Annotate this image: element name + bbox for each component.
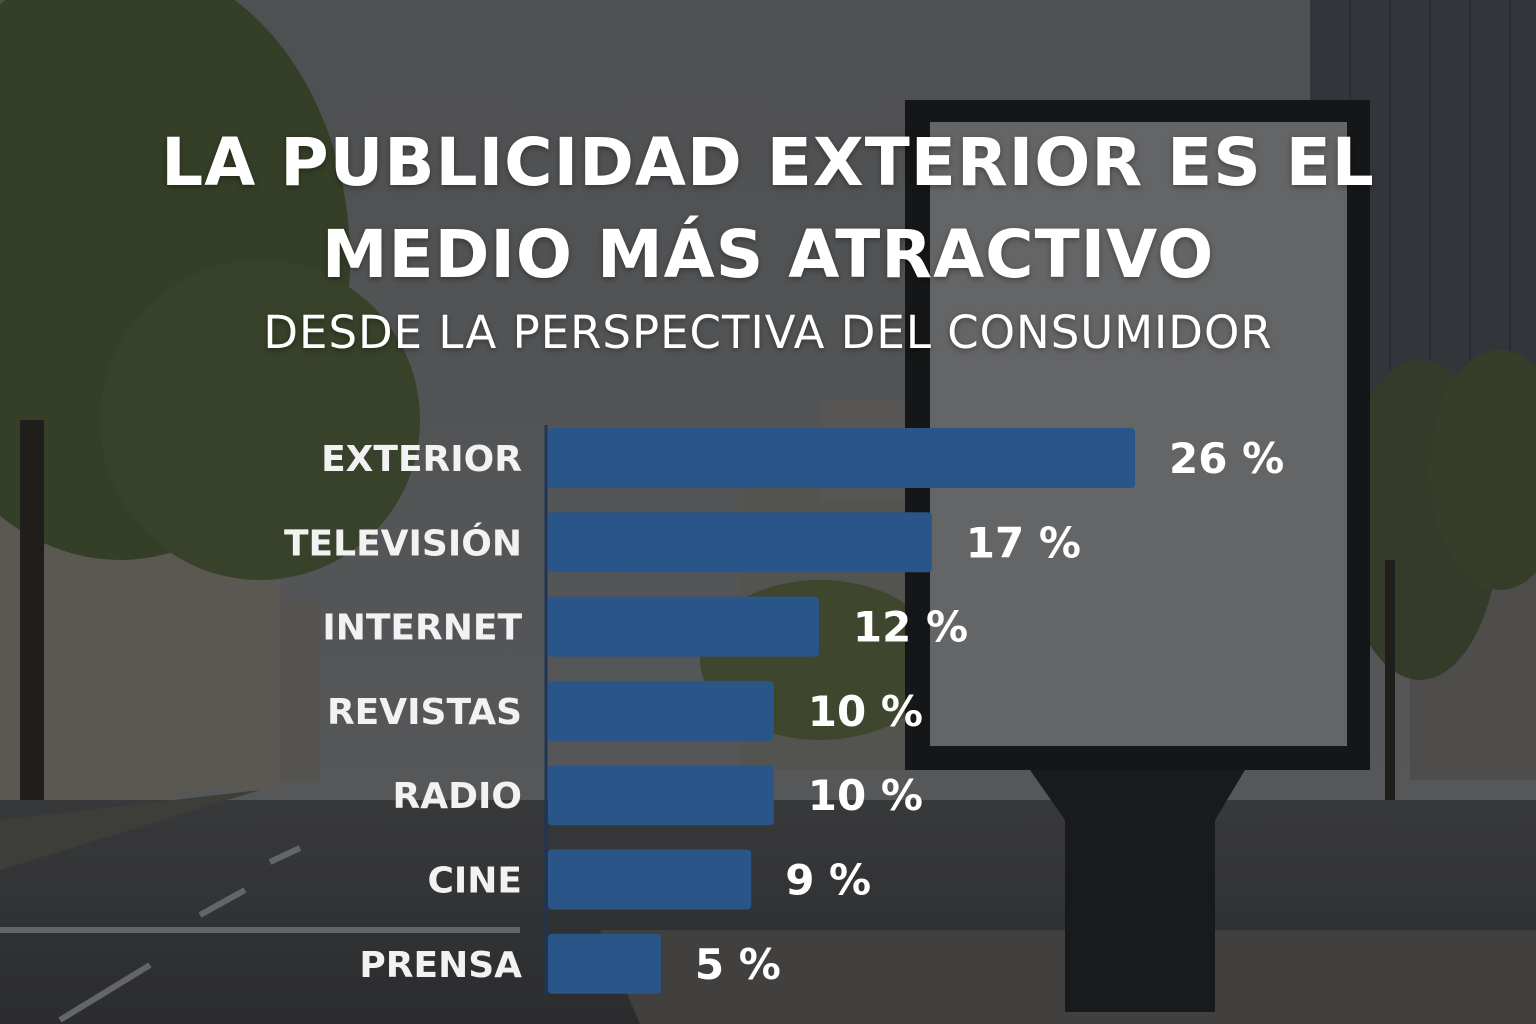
chart-title-line-1: LA PUBLICIDAD EXTERIOR ES EL bbox=[161, 124, 1375, 201]
value-label: 10 % bbox=[808, 687, 923, 736]
bar bbox=[548, 849, 752, 910]
category-label: TELEVISIÓN bbox=[284, 522, 522, 564]
category-label: EXTERIOR bbox=[321, 439, 522, 480]
chart-subtitle: DESDE LA PERSPECTIVA DEL CONSUMIDOR bbox=[263, 306, 1273, 359]
category-label: INTERNET bbox=[322, 608, 522, 649]
bar bbox=[548, 512, 932, 573]
value-label: 17 % bbox=[966, 518, 1081, 567]
value-label: 9 % bbox=[785, 856, 871, 905]
category-label: REVISTAS bbox=[327, 692, 522, 733]
bar bbox=[548, 680, 774, 741]
value-label: 5 % bbox=[695, 940, 781, 989]
value-label: 26 % bbox=[1169, 434, 1284, 483]
bar bbox=[548, 428, 1135, 488]
trees bbox=[0, 0, 1536, 740]
chart-title-line-2: MEDIO MÁS ATRACTIVO bbox=[321, 216, 1215, 293]
category-label: RADIO bbox=[393, 776, 522, 817]
value-label: 10 % bbox=[808, 771, 923, 820]
bar bbox=[548, 765, 774, 826]
category-label: CINE bbox=[427, 861, 522, 902]
bars-group: EXTERIOR 26 % TELEVISIÓN 17 % INTERNET 12 % RE… bbox=[284, 428, 1284, 994]
bar bbox=[548, 933, 661, 994]
category-label: PRENSA bbox=[359, 945, 522, 986]
value-label: 12 % bbox=[853, 603, 968, 652]
bar bbox=[548, 596, 819, 657]
